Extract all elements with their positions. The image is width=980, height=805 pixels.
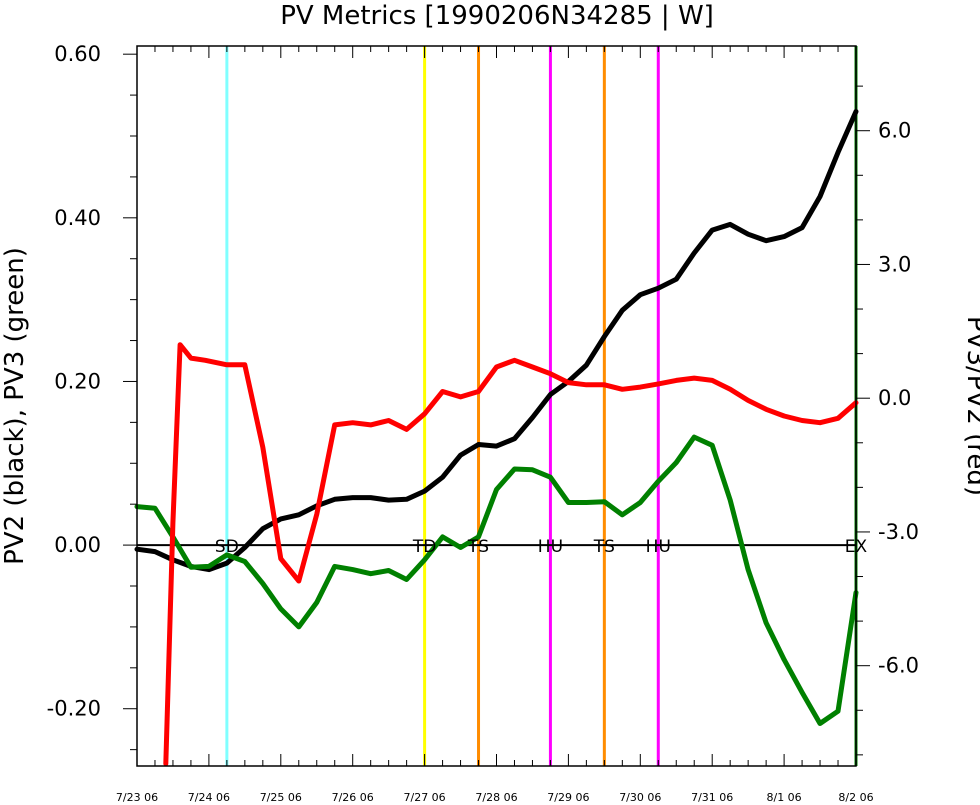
y2-tick-label-2: 0.0 bbox=[878, 386, 911, 410]
x-tick-label-3: 7/26 06 bbox=[332, 791, 374, 804]
y-tick-label-1: 0.40 bbox=[54, 206, 101, 230]
x-tick-label-9: 8/1 06 bbox=[766, 791, 801, 804]
x-tick-label-10: 8/2 06 bbox=[838, 791, 873, 804]
x-tick-label-5: 7/28 06 bbox=[475, 791, 517, 804]
series-line-0 bbox=[134, 109, 859, 573]
event-label-1: TD bbox=[412, 537, 436, 557]
y2-tick-label-1: 3.0 bbox=[878, 252, 911, 276]
event-label-3: HU bbox=[538, 537, 563, 557]
y-tick-label-2: 0.20 bbox=[54, 369, 101, 393]
x-tick-label-8: 7/31 06 bbox=[691, 791, 733, 804]
x-tick-label-7: 7/30 06 bbox=[619, 791, 661, 804]
x-tick-label-1: 7/24 06 bbox=[188, 791, 230, 804]
series-line-2 bbox=[163, 342, 859, 767]
y2-axis-label: PV3/PV2 (red) bbox=[961, 316, 980, 496]
y2-tick-label-3: -3.0 bbox=[878, 520, 919, 544]
x-tick-label-0: 7/23 06 bbox=[116, 791, 158, 804]
y2-tick-label-0: 6.0 bbox=[878, 119, 911, 143]
x-tick-label-2: 7/25 06 bbox=[260, 791, 302, 804]
event-label-0: SD bbox=[215, 537, 239, 557]
event-label-2: TS bbox=[467, 537, 489, 557]
plot-frame bbox=[136, 45, 857, 767]
y-tick-label-3: 0.00 bbox=[54, 533, 101, 557]
x-tick-label-4: 7/27 06 bbox=[403, 791, 445, 804]
chart-title: PV Metrics [1990206N34285 | W] bbox=[280, 1, 714, 31]
y-tick-label-0: 0.60 bbox=[54, 42, 101, 66]
y-tick-label-4: -0.20 bbox=[47, 697, 101, 721]
event-label-4: TS bbox=[593, 537, 615, 557]
x-tick-label-6: 7/29 06 bbox=[547, 791, 589, 804]
event-label-5: HU bbox=[646, 537, 671, 557]
y-axis-label: PV2 (black), PV3 (green) bbox=[0, 247, 30, 565]
series-line-1 bbox=[134, 434, 859, 726]
y2-tick-label-4: -6.0 bbox=[878, 654, 919, 678]
